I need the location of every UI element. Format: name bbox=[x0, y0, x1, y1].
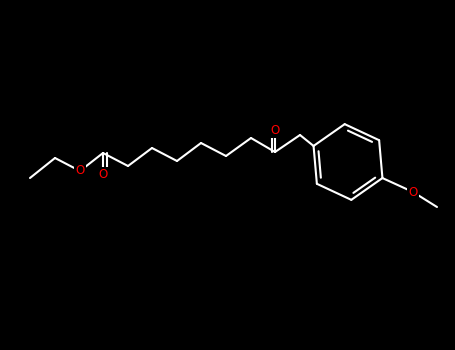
Text: O: O bbox=[409, 186, 418, 198]
Text: O: O bbox=[270, 124, 280, 136]
Text: O: O bbox=[76, 164, 85, 177]
Text: O: O bbox=[98, 168, 108, 182]
